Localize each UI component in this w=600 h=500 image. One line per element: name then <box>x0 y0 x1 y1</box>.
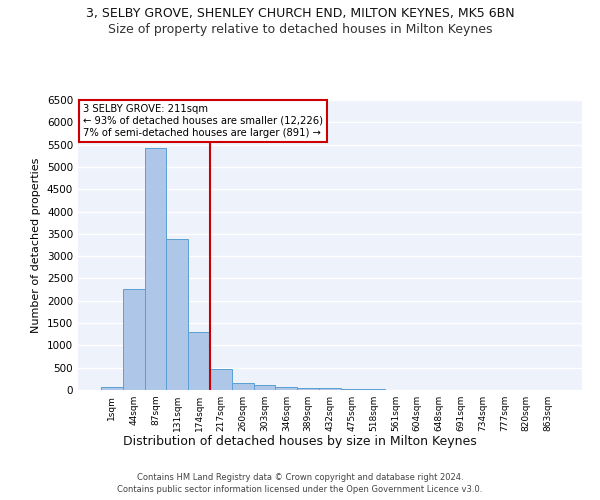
Text: 3, SELBY GROVE, SHENLEY CHURCH END, MILTON KEYNES, MK5 6BN: 3, SELBY GROVE, SHENLEY CHURCH END, MILT… <box>86 8 514 20</box>
Bar <box>275 386 297 390</box>
Text: Contains public sector information licensed under the Open Government Licence v3: Contains public sector information licen… <box>118 485 482 494</box>
Bar <box>123 288 145 390</box>
Bar <box>166 239 188 390</box>
Bar <box>254 385 275 390</box>
Text: Size of property relative to detached houses in Milton Keynes: Size of property relative to detached ho… <box>108 22 492 36</box>
Text: Distribution of detached houses by size in Milton Keynes: Distribution of detached houses by size … <box>123 435 477 448</box>
Text: Contains HM Land Registry data © Crown copyright and database right 2024.: Contains HM Land Registry data © Crown c… <box>137 472 463 482</box>
Bar <box>101 386 123 390</box>
Bar <box>341 388 363 390</box>
Bar <box>232 382 254 390</box>
Bar <box>319 388 341 390</box>
Bar <box>297 388 319 390</box>
Bar <box>145 148 166 390</box>
Y-axis label: Number of detached properties: Number of detached properties <box>31 158 41 332</box>
Text: 3 SELBY GROVE: 211sqm
← 93% of detached houses are smaller (12,226)
7% of semi-d: 3 SELBY GROVE: 211sqm ← 93% of detached … <box>83 104 323 138</box>
Bar <box>188 332 210 390</box>
Bar <box>210 368 232 390</box>
